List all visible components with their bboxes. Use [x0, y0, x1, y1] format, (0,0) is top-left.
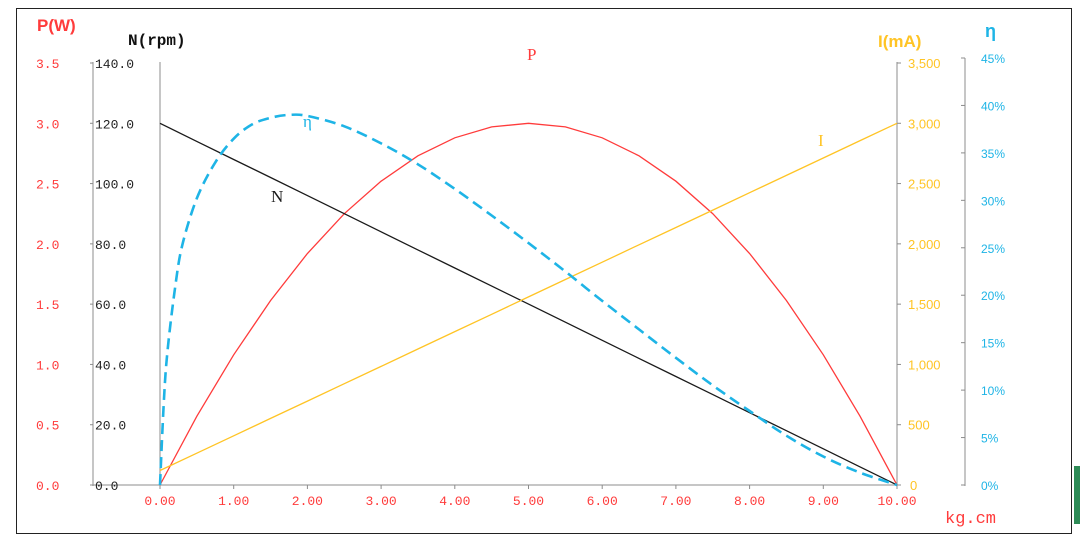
series-line-p: [159, 122, 898, 486]
n-axis-title: N(rpm): [128, 32, 186, 50]
n-axis-tick-label: 80.0: [95, 238, 126, 253]
x-axis-tick-label: 2.00: [292, 494, 323, 509]
i-axis-tick-label: 500: [908, 418, 930, 433]
i-axis-tick-label: 2,500: [908, 177, 941, 192]
x-axis-tick-label: 3.00: [365, 494, 396, 509]
x-axis-tick-label: 8.00: [734, 494, 765, 509]
i-axis-tick-label: 1,000: [908, 357, 941, 372]
series-line-i: [159, 122, 898, 472]
series-line-n: [159, 122, 898, 486]
i-axis-tick-label: 3,500: [908, 56, 941, 71]
x-axis-tick-label: 0.00: [144, 494, 175, 509]
p-axis-title: P(W): [37, 16, 76, 35]
series-line-eta: [158, 113, 898, 487]
eta-axis-tick-label: 0%: [981, 479, 999, 493]
p-axis-tick-label: 3.0: [36, 117, 59, 132]
n-axis-tick-label: 120.0: [95, 117, 134, 132]
p-axis-tick-label: 2.5: [36, 178, 59, 193]
i-axis-tick-label: 2,000: [908, 237, 941, 252]
p-axis-tick-label: 0.0: [36, 479, 59, 494]
eta-axis-tick-label: 20%: [981, 289, 1005, 303]
x-axis-tick-label: 4.00: [439, 494, 470, 509]
edge-marker: [1074, 466, 1080, 524]
p-axis-tick-label: 1.0: [36, 358, 59, 373]
n-axis-tick-label: 20.0: [95, 419, 126, 434]
n-axis-tick-label: 60.0: [95, 298, 126, 313]
n-axis-tick-label: 140.0: [95, 57, 134, 72]
x-axis-tick-label: 5.00: [513, 494, 544, 509]
eta-axis-title: η: [985, 21, 996, 41]
series-label-p: P: [527, 45, 536, 64]
x-axis-tick-label: 9.00: [808, 494, 839, 509]
n-axis-tick-label: 40.0: [95, 358, 126, 373]
n-axis-tick-label: 0.0: [95, 479, 118, 494]
eta-axis-tick-label: 35%: [981, 147, 1005, 161]
eta-axis-tick-label: 40%: [981, 99, 1005, 113]
i-axis-tick-label: 1,500: [908, 297, 941, 312]
series-label-n: N: [271, 187, 283, 206]
x-axis-tick-label: 1.00: [218, 494, 249, 509]
p-axis-tick-label: 2.0: [36, 238, 59, 253]
series-label-eta: η: [303, 112, 312, 131]
x-axis-tick-label: 7.00: [660, 494, 691, 509]
eta-axis-tick-label: 25%: [981, 242, 1005, 256]
chart-frame: [16, 8, 1072, 534]
series-label-i: I: [818, 131, 824, 150]
x-axis-tick-label: 6.00: [587, 494, 618, 509]
eta-axis-tick-label: 10%: [981, 384, 1005, 398]
eta-axis-tick-label: 15%: [981, 337, 1005, 351]
i-axis-tick-label: 3,000: [908, 116, 941, 131]
i-axis-title: I(mA): [878, 32, 921, 51]
p-axis-tick-label: 0.5: [36, 419, 59, 434]
eta-axis-tick-label: 5%: [981, 432, 999, 446]
p-axis-tick-label: 1.5: [36, 298, 59, 313]
x-axis-tick-label: 10.00: [877, 494, 916, 509]
x-axis-title: kg.cm: [945, 510, 996, 529]
p-axis-tick-label: 3.5: [36, 57, 59, 72]
n-axis-tick-label: 100.0: [95, 178, 134, 193]
eta-axis-tick-label: 30%: [981, 194, 1005, 208]
eta-axis-tick-label: 45%: [981, 52, 1005, 66]
i-axis-tick-label: 0: [910, 478, 917, 493]
